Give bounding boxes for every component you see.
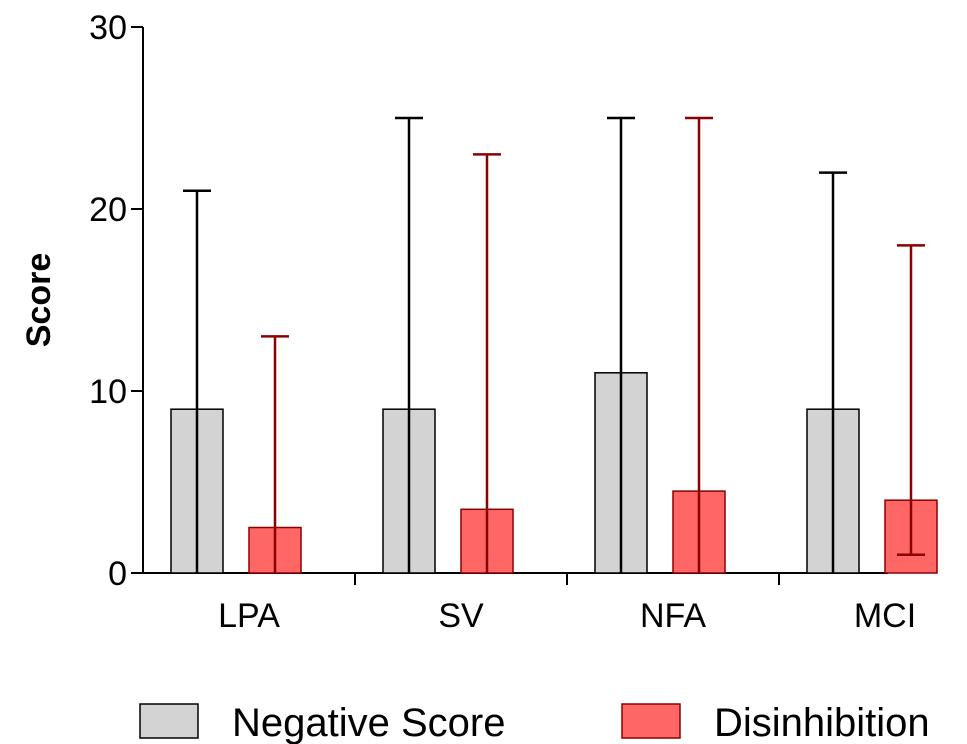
x-tick-label: SV <box>438 597 484 635</box>
legend: Negative Score Disinhibition <box>139 701 930 744</box>
x-tick-label: LPA <box>218 597 280 635</box>
legend-swatch <box>621 703 681 739</box>
x-tick-label: MCI <box>854 597 916 635</box>
y-tick-label: 10 <box>89 373 127 411</box>
bars <box>170 372 938 574</box>
y-tick-label: 0 <box>108 555 127 593</box>
y-tick-label: 30 <box>89 9 127 47</box>
x-tick-label: NFA <box>640 597 706 635</box>
legend-label: Disinhibition <box>714 701 930 744</box>
legend-label: Negative Score <box>232 701 505 744</box>
legend-swatch <box>139 703 199 739</box>
error-bars <box>183 116 925 573</box>
y-tick-label: 20 <box>89 191 127 229</box>
y-axis-title: Score <box>20 253 58 348</box>
axes: 0 10 20 30 LPA SV NFA MCI <box>89 9 916 635</box>
